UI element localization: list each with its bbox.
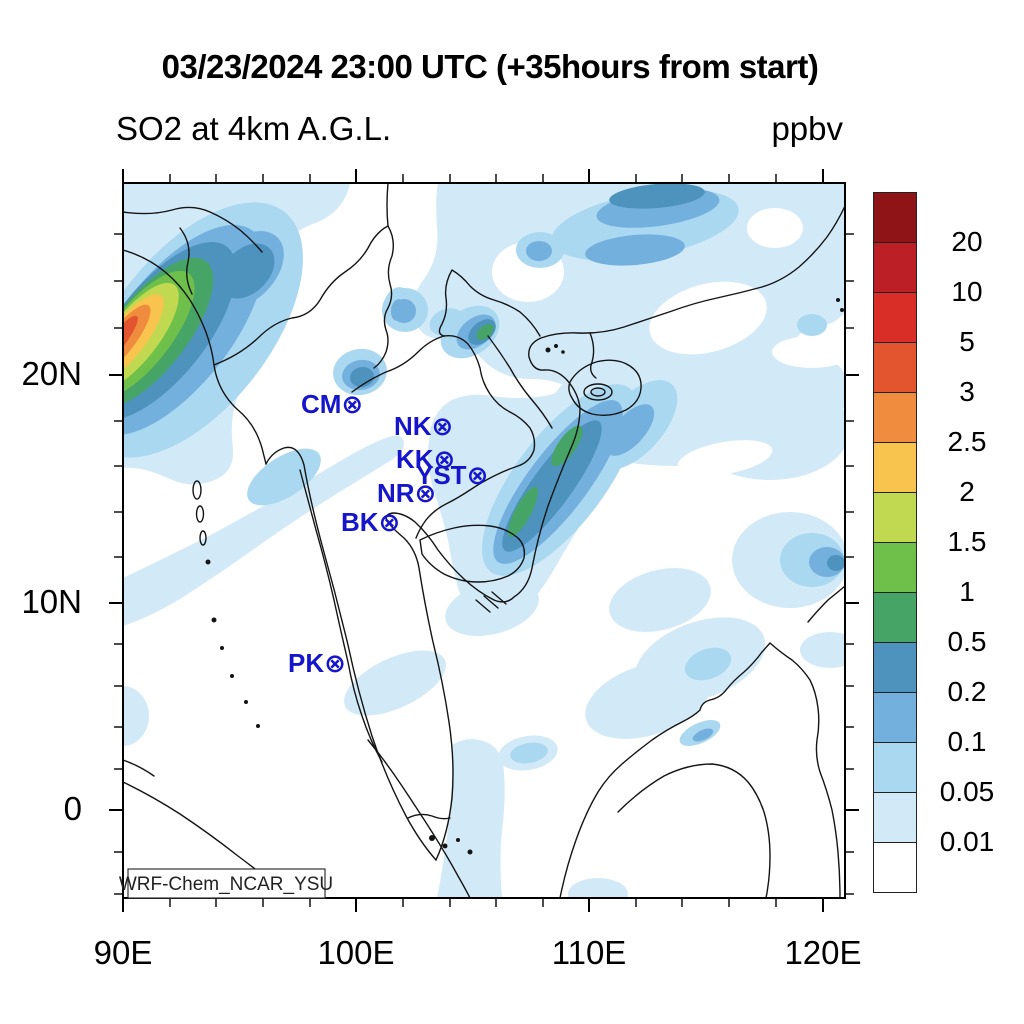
island-dot <box>442 843 448 849</box>
island-dot <box>256 724 260 728</box>
island-hainan <box>568 359 642 417</box>
colorbar-cell <box>873 492 917 543</box>
border-myanmar-thailand <box>299 469 383 763</box>
border-china-vietnam <box>438 269 541 337</box>
colorbar-cell <box>873 742 917 793</box>
colorbar-tick-label: 0.01 <box>939 826 995 857</box>
colorbar-cell <box>873 542 917 593</box>
station-marker-bk: BK⊗ <box>341 507 400 537</box>
watermark-label: WRF-Chem_NCAR_YSU <box>119 874 333 895</box>
border-india-2 <box>179 227 193 295</box>
island-dot <box>456 838 460 842</box>
station-marker-kk: KK⊗ <box>396 444 455 474</box>
island-dot <box>836 298 840 302</box>
station-marker-nk: NK⊗ <box>394 411 453 441</box>
x-tick-label: 120E <box>784 934 862 971</box>
colorbar-tick-label: 20 <box>951 226 983 257</box>
coast-leizhou <box>589 332 597 379</box>
coast-sumatra-ne <box>367 739 471 898</box>
island-dot <box>561 350 565 354</box>
coast-borneo <box>559 642 841 898</box>
island-dot <box>205 559 211 565</box>
unit-label: ppbv <box>771 110 843 147</box>
delta-channels <box>475 591 507 613</box>
colorbar-tick-label: 2 <box>959 476 975 507</box>
andaman-island <box>195 505 205 523</box>
border-north-2 <box>373 225 395 369</box>
colorbar-tick-label: 3 <box>959 376 975 407</box>
colorbar-cell <box>873 242 917 293</box>
colorbar-tick-label: 5 <box>959 326 975 357</box>
hainan-spot <box>583 383 613 401</box>
colorbar-cell <box>873 842 917 893</box>
colorbar-tick-label: 1 <box>959 576 975 607</box>
island-dot <box>545 347 551 353</box>
y-tick-label: 10N <box>21 583 82 620</box>
colorbar-tick-label: 10 <box>951 276 983 307</box>
colorbar-cell <box>873 442 917 493</box>
colorbar-cell <box>873 792 917 843</box>
colorbar-cell <box>873 592 917 643</box>
station-markers: CM⊗ NK⊗KK⊗YST⊗NR⊗BK⊗ PK⊗ <box>288 389 488 678</box>
border-borneo <box>617 763 771 898</box>
colorbar-tick-label: 2.5 <box>947 426 987 457</box>
colorbar-tick-label: 0.05 <box>939 776 995 807</box>
colorbar-cell <box>873 642 917 693</box>
colorbar-tick-label: 0.5 <box>947 626 987 657</box>
station-marker-nr: NR⊗ <box>377 478 436 508</box>
station-marker-yst: YST⊗ <box>416 460 488 490</box>
x-tick-label: 100E <box>317 934 395 971</box>
map-frame <box>122 182 846 899</box>
figure-title: 03/23/2024 23:00 UTC (+35hours from star… <box>161 48 819 85</box>
island-dot <box>211 617 217 623</box>
colorbar-tick-label: 0.2 <box>947 676 987 707</box>
x-tick-label: 90E <box>93 934 153 971</box>
island-dot <box>467 849 473 855</box>
border-north-1 <box>213 183 389 366</box>
y-tick-label: 20N <box>21 355 82 392</box>
hainan-spot-core <box>590 387 606 397</box>
andaman-island <box>192 480 202 500</box>
island-dot <box>220 646 224 650</box>
colorbar-cell <box>873 292 917 343</box>
colorbar-cell <box>873 392 917 443</box>
contour-field <box>123 183 845 898</box>
island-dot <box>840 308 844 312</box>
coast-tenasserim-peninsula <box>265 446 437 861</box>
andaman-island <box>199 530 207 546</box>
x-tick-label: 110E <box>551 934 627 971</box>
y-tick-label: 0 <box>63 790 82 827</box>
island-dot <box>244 700 248 704</box>
island-dot <box>554 344 558 348</box>
coast-gulf-vietnam-china <box>385 205 845 861</box>
axis-ticks <box>109 169 859 912</box>
island-dot <box>230 674 234 678</box>
colorbar-tick-label: 1.5 <box>947 526 987 557</box>
border-thailand-laos <box>351 334 536 539</box>
colorbar-cell <box>873 342 917 393</box>
coast-palawan <box>807 585 845 623</box>
island-dot <box>429 835 435 841</box>
station-marker-pk: PK⊗ <box>288 648 346 678</box>
colorbar-tick-label: 0.1 <box>947 726 987 757</box>
border-cambodia <box>419 524 526 583</box>
coast-sumatra-tip <box>123 759 155 777</box>
coastlines-borders <box>123 183 845 898</box>
border-laos-vietnam <box>487 335 553 429</box>
station-marker-cm: CM⊗ <box>301 389 363 419</box>
watermark-box: WRF-Chem_NCAR_YSU <box>119 868 333 899</box>
border-india-1 <box>123 206 263 253</box>
colorbar-cell <box>873 692 917 743</box>
colorbar-cell <box>873 192 917 243</box>
variable-subtitle: SO2 at 4km A.G.L. <box>116 110 392 147</box>
border-malay <box>407 813 451 820</box>
